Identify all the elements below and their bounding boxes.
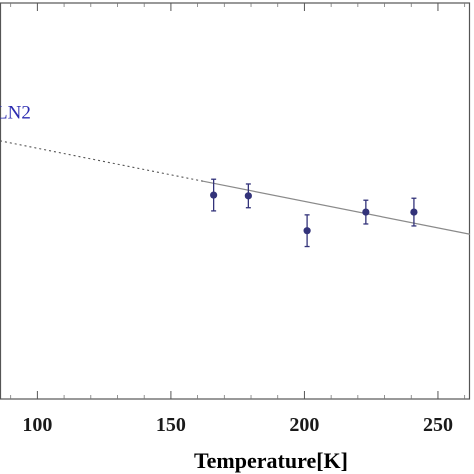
data-point — [410, 208, 418, 216]
extrapolation-line — [0, 140, 204, 182]
x-tick-label: 250 — [423, 414, 453, 436]
fit-line — [202, 180, 471, 235]
x-tick-label: 150 — [156, 414, 186, 436]
x-axis-label: Temperature[K] — [194, 448, 348, 473]
x-tick-label: 200 — [289, 414, 319, 436]
data-point — [210, 191, 218, 199]
plot-frame — [0, 2, 471, 400]
data-point — [244, 192, 252, 200]
data-point — [303, 227, 311, 235]
annotation-ln2: LN2 — [0, 103, 31, 124]
x-tick-label: 100 — [22, 414, 52, 436]
data-point — [362, 208, 370, 216]
